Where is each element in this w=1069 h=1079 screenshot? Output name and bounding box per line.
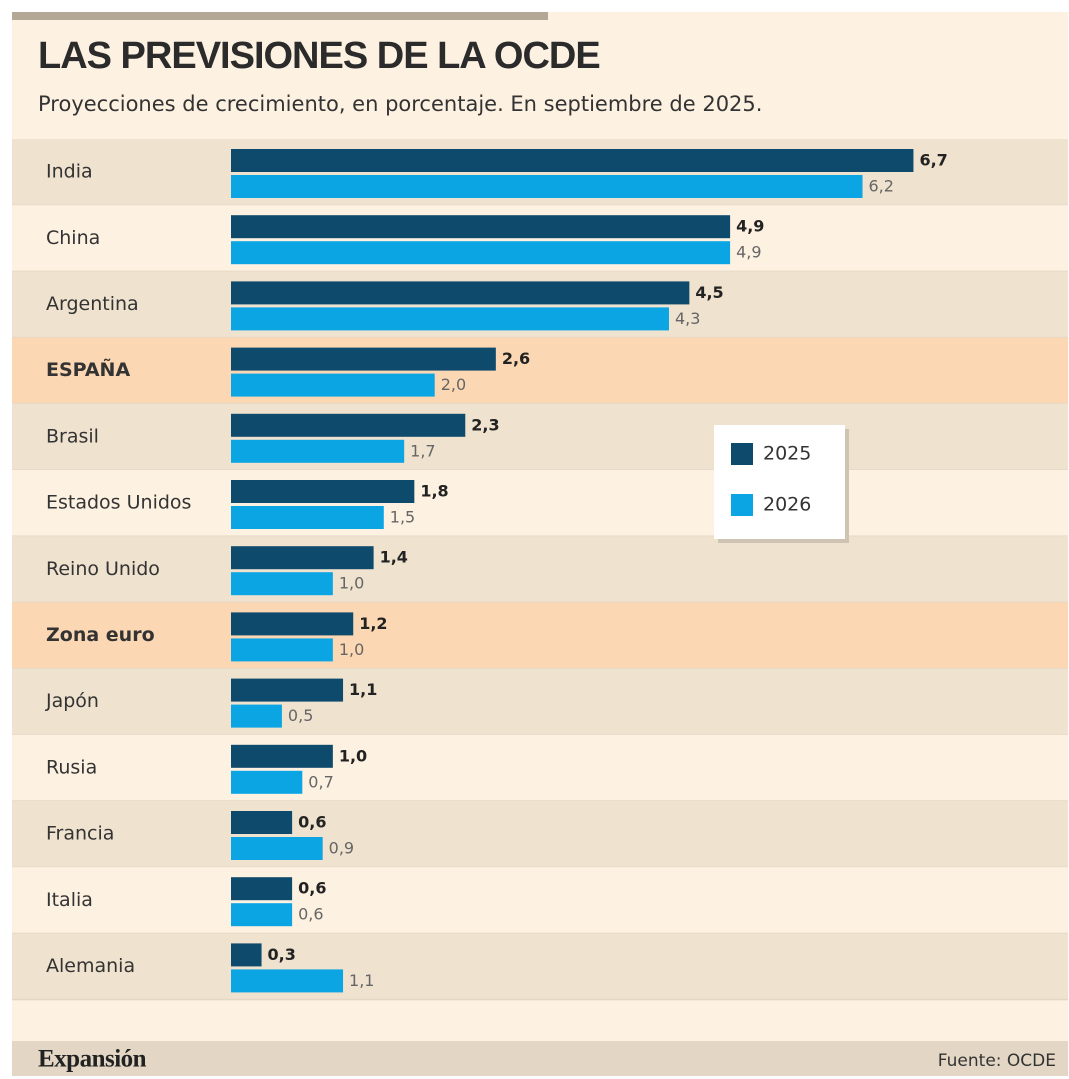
category-label: China [46,227,100,249]
value-label: 1,1 [349,680,377,699]
value-label: 1,8 [420,482,448,501]
bar [231,480,415,503]
value-label: 0,3 [268,945,296,964]
row-band [12,602,1068,669]
bar [231,572,333,596]
category-label: Estados Unidos [46,492,191,514]
value-label: 0,5 [288,706,313,725]
bar [231,373,435,397]
category-label: Francia [46,823,114,845]
value-label: 2,6 [502,349,530,368]
category-label: India [46,161,93,183]
category-label: ESPAÑA [46,357,130,381]
bar [231,811,293,834]
bar [231,149,914,172]
value-label: 2,0 [441,375,466,394]
value-label: 0,7 [308,772,333,791]
category-label: Italia [46,889,93,911]
category-label: Alemania [46,955,135,977]
footer [12,1041,1068,1076]
value-label: 1,5 [390,508,415,527]
category-label: Rusia [46,756,97,778]
row-band [12,337,1068,404]
value-label: 0,6 [298,905,323,924]
bar [231,704,282,728]
chart-title: LAS PREVISIONES DE LA OCDE [38,35,600,77]
bar [231,943,262,967]
category-label: Argentina [46,293,139,315]
bar [231,612,354,636]
bar [231,281,690,305]
bar [231,215,731,239]
bar [231,546,374,570]
value-label: 0,9 [329,839,354,858]
value-label: 1,2 [359,614,387,633]
legend-swatch [731,443,753,465]
legend-swatch [731,494,753,516]
bar [231,506,384,529]
value-label: 1,0 [339,574,364,593]
category-label: Reino Unido [46,558,160,580]
bar [231,307,669,331]
value-label: 1,4 [380,548,408,567]
bar [231,175,863,198]
value-label: 1,1 [349,971,374,990]
category-label: Japón [45,690,99,712]
value-label: 4,9 [736,217,764,236]
value-label: 4,9 [736,243,761,262]
category-label: Brasil [46,425,99,447]
row-band [12,734,1068,801]
value-label: 2,3 [471,415,499,434]
row-band [12,867,1068,934]
bar [231,877,293,901]
row-band [12,470,1068,537]
value-label: 6,2 [869,177,894,196]
row-band [12,801,1068,868]
bar [231,439,405,463]
row-band [12,933,1068,1000]
value-label: 4,5 [695,283,723,302]
source: Fuente: OCDE [938,1051,1056,1071]
legend-label: 2025 [763,443,811,465]
brand: Expansión [38,1046,147,1073]
bar [231,347,496,371]
value-label: 1,0 [339,746,367,765]
bar [231,903,293,927]
top-bar [12,12,548,20]
chart-subtitle: Proyecciones de crecimiento, en porcenta… [38,92,762,116]
value-label: 1,0 [339,640,364,659]
bar [231,969,344,993]
value-label: 4,3 [675,309,700,328]
bar [231,744,333,768]
value-label: 0,6 [298,813,326,832]
row-band [12,536,1068,603]
legend-label: 2026 [763,494,811,516]
category-label: Zona euro [46,624,155,646]
bar [231,770,303,794]
bar [231,638,333,662]
bar [231,837,323,860]
value-label: 6,7 [919,151,947,170]
value-label: 1,7 [410,441,435,460]
row-band [12,668,1068,735]
row-band [12,403,1068,470]
value-label: 0,6 [298,879,326,898]
bar [231,241,731,265]
bar [231,678,344,702]
bar [231,413,466,437]
